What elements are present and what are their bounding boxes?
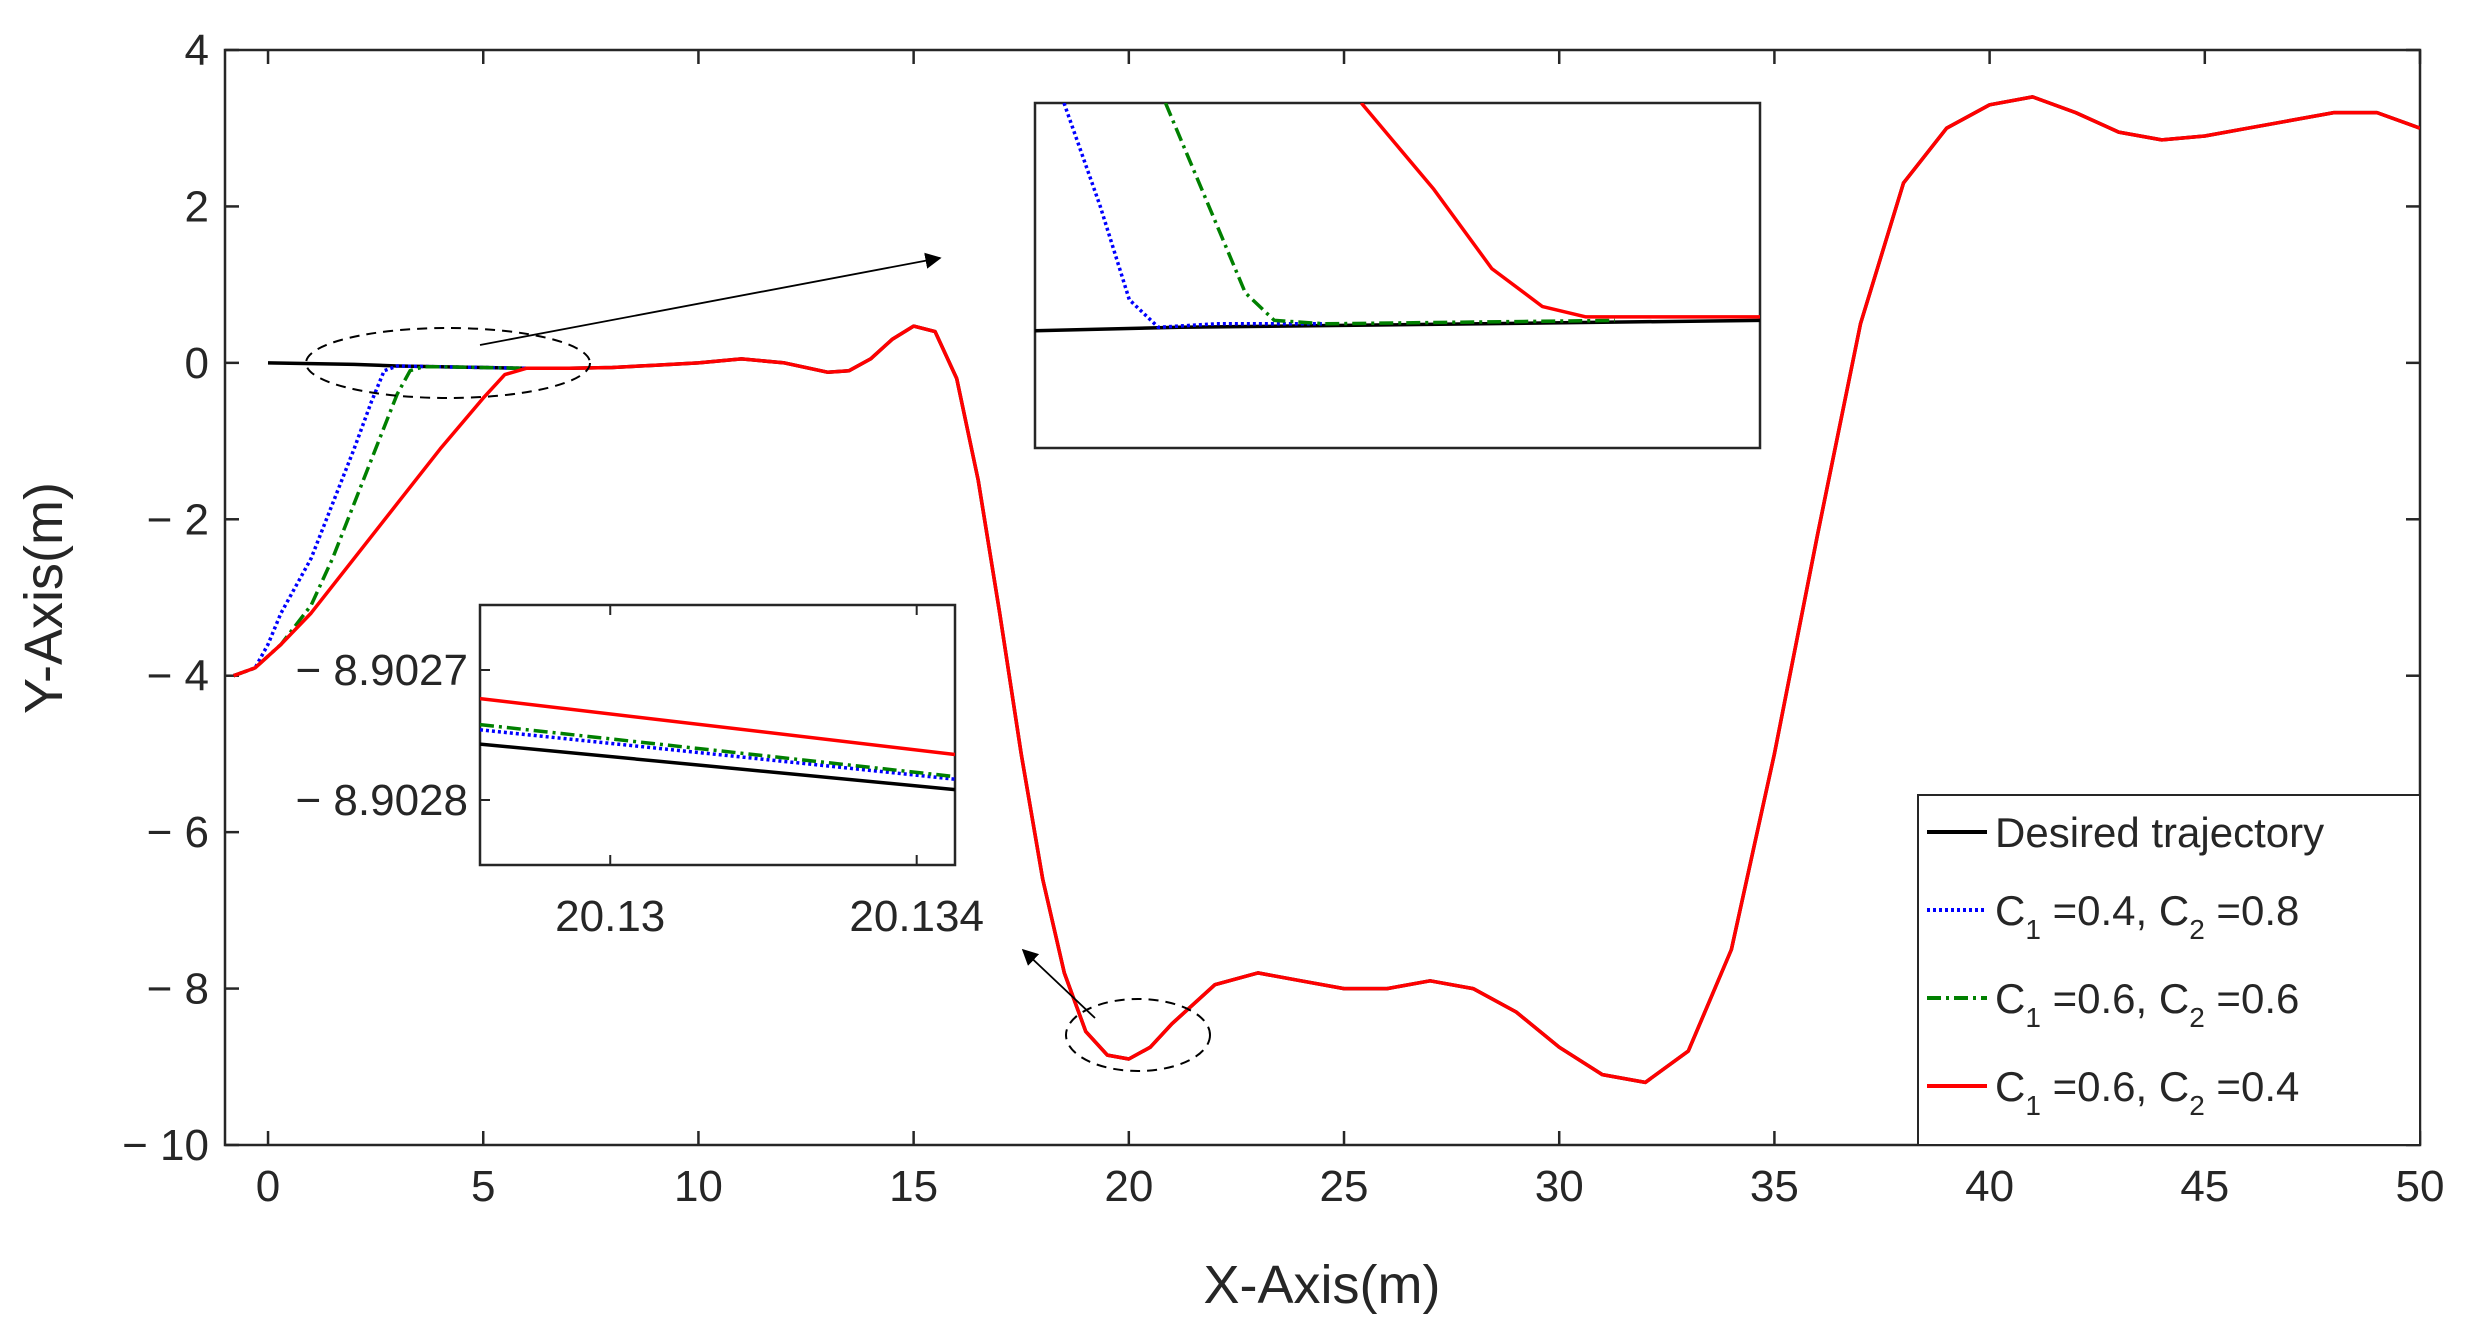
inset-origin-series-group [1035, 103, 1760, 333]
y-tick-label: − 6 [147, 808, 209, 857]
x-axis-label: X-Axis(m) [1204, 1255, 1441, 1315]
y-tick-label: − 2 [147, 495, 209, 544]
main-series-group [233, 95, 2420, 1085]
legend-label-c1-0.4-c2-0.8: C1 =0.4, C2 =0.8 [1995, 887, 2299, 945]
legend-label-desired: Desired trajectory [1995, 809, 2324, 856]
x-tick-label: 15 [889, 1162, 938, 1211]
x-tick-label: 30 [1535, 1162, 1584, 1211]
inset-origin-series-c1-0.4 [1062, 103, 1325, 330]
inset-x-tick-label: 20.134 [849, 892, 984, 941]
x-tick-label: 35 [1750, 1162, 1799, 1211]
y-tick-label: 0 [185, 339, 209, 388]
y-tick-label: − 8 [147, 965, 209, 1014]
legend-box [1917, 794, 2421, 1146]
zoom-arrow-origin [479, 252, 942, 346]
inset-minimum-ticks: 20.13 20.134 − 8.9027 − 8.9028 [296, 605, 984, 941]
x-tick-label: 50 [2396, 1162, 2445, 1211]
x-tick-label: 40 [1965, 1162, 2014, 1211]
legend-label-c1-0.6-c2-0.4: C1 =0.6, C2 =0.4 [1995, 1063, 2299, 1121]
legend: Desired trajectory C1 =0.4, C2 =0.8 C1 =… [1917, 794, 2421, 1146]
y-axis-label: Y-Axis(m) [14, 482, 74, 714]
zoom-ellipse-minimum [1065, 998, 1211, 1072]
legend-label-c1-0.6-c2-0.6: C1 =0.6, C2 =0.6 [1995, 975, 2299, 1033]
inset-minimum-series-group [480, 696, 955, 792]
x-tick-label: 45 [2180, 1162, 2229, 1211]
inset-y-tick-label: − 8.9028 [296, 776, 469, 825]
inset-origin-series-desired [1035, 318, 1760, 333]
x-tick-label: 0 [256, 1162, 280, 1211]
inset-y-tick-label: − 8.9027 [296, 646, 469, 695]
x-tick-label: 5 [471, 1162, 495, 1211]
y-tick-label: − 10 [122, 1121, 209, 1170]
x-tick-label: 25 [1320, 1162, 1369, 1211]
inset-origin-frame [1033, 101, 1762, 450]
zoom-ellipse-origin [305, 327, 591, 399]
inset-minimum-series-c1-0.4 [480, 728, 955, 781]
inset-minimum-frame [478, 603, 957, 867]
y-tick-label: − 4 [147, 652, 209, 701]
inset-x-tick-label: 20.13 [555, 892, 665, 941]
x-tick-label: 10 [674, 1162, 723, 1211]
series-c1-0.6-c2-0.4 [233, 95, 2420, 1085]
y-tick-label: 4 [185, 26, 209, 75]
inset-minimum-series-desired [480, 742, 955, 792]
zoom-arrow-minimum [1021, 948, 1096, 1019]
inset-origin-series-c1-0.6-c2-0.6 [1163, 103, 1616, 326]
inset-origin-series-c1-0.6-c2-0.4 [1359, 103, 1760, 319]
y-tick-label: 2 [185, 182, 209, 231]
inset-minimum-series-c1-0.6-c2-0.4 [480, 696, 955, 757]
x-tick-label: 20 [1104, 1162, 1153, 1211]
inset-minimum-series-c1-0.6-c2-0.6 [480, 722, 955, 779]
